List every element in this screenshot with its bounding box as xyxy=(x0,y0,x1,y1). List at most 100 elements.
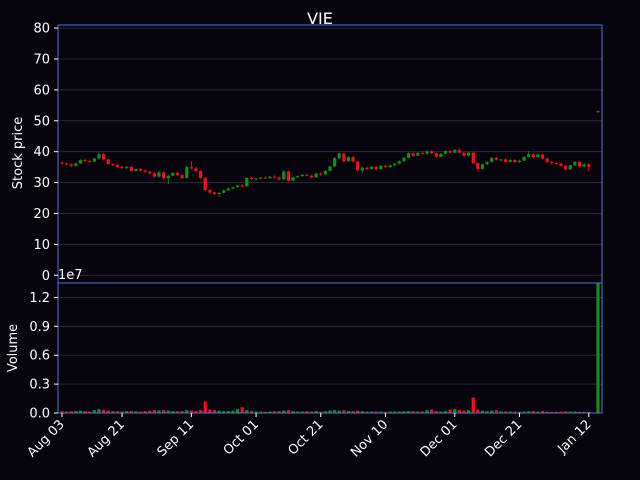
price-tick-label: 10 xyxy=(33,238,50,253)
candle-body xyxy=(65,163,69,165)
candle-body xyxy=(337,153,341,159)
candle-body xyxy=(263,177,267,179)
volume-bar xyxy=(559,411,563,413)
volume-bar xyxy=(217,410,221,413)
volume-bar xyxy=(503,411,508,413)
candle-body xyxy=(305,174,309,176)
candle-body xyxy=(60,162,64,164)
volume-bar xyxy=(305,411,309,413)
volume-bar xyxy=(517,411,522,413)
volume-bar xyxy=(162,410,166,413)
volume-bar xyxy=(499,411,503,413)
candle-body xyxy=(157,172,161,177)
candle-body xyxy=(471,152,475,164)
volume-bar xyxy=(356,410,360,413)
candle-body xyxy=(319,173,323,175)
price-tick-label: 20 xyxy=(33,207,50,222)
volume-bar xyxy=(536,411,540,413)
candle-body xyxy=(342,153,346,162)
candle-body xyxy=(101,154,106,160)
candle-body xyxy=(397,161,401,164)
chart-title: VIE xyxy=(307,9,333,28)
volume-bar xyxy=(314,411,318,413)
volume-bar xyxy=(185,410,189,413)
volume-bar xyxy=(101,409,106,413)
volume-bar xyxy=(494,410,498,413)
volume-bar xyxy=(157,410,161,413)
candle-body xyxy=(536,154,540,158)
candle-body xyxy=(282,171,286,180)
volume-bar xyxy=(78,410,83,413)
volume-bar xyxy=(60,411,64,413)
candle-body xyxy=(143,170,147,172)
candle-body xyxy=(527,154,531,157)
volume-bar xyxy=(425,410,429,413)
volume-bar xyxy=(346,411,351,413)
volume-bar xyxy=(411,411,415,413)
volume-bar xyxy=(226,411,230,413)
volume-bar xyxy=(573,411,577,413)
volume-bar xyxy=(416,411,420,413)
candle-body xyxy=(222,190,226,193)
candle-body xyxy=(416,152,420,156)
volume-bar xyxy=(125,411,129,413)
candle-body xyxy=(92,158,96,162)
volume-bar xyxy=(587,411,591,413)
candle-body xyxy=(573,161,577,166)
candle-body xyxy=(406,153,411,158)
candle-body xyxy=(171,173,175,176)
candle-body xyxy=(462,152,466,156)
volume-bar xyxy=(527,411,531,413)
volume-bar xyxy=(245,410,249,413)
volume-bar xyxy=(249,411,254,413)
volume-bar xyxy=(199,410,203,413)
candle-body xyxy=(333,158,337,167)
candle-body xyxy=(485,161,489,165)
volume-bar xyxy=(471,397,475,413)
volume-bar xyxy=(434,411,438,413)
volume-bar xyxy=(97,409,101,413)
candle-body xyxy=(111,164,115,166)
volume-bar xyxy=(480,410,485,413)
volume-tick-label: 0.6 xyxy=(29,349,50,364)
volume-bar xyxy=(457,410,461,413)
candle-body xyxy=(231,187,235,189)
volume-bar xyxy=(397,411,401,413)
candle-body xyxy=(568,165,572,170)
volume-bar xyxy=(522,411,526,413)
candle-body xyxy=(245,177,249,187)
volume-bar xyxy=(88,411,92,413)
candle-body xyxy=(203,177,207,190)
volume-bar xyxy=(134,411,138,413)
candle-body xyxy=(272,176,277,178)
x-tick-label: Jan 12 xyxy=(554,417,594,457)
price-tick-label: 40 xyxy=(33,145,50,160)
volume-bar xyxy=(203,401,207,413)
volume-axis-label: Volume xyxy=(6,324,21,372)
volume-bar xyxy=(508,411,512,413)
candle-body xyxy=(180,175,184,178)
volume-tick-label: 0.3 xyxy=(29,378,50,393)
volume-bar xyxy=(323,411,327,413)
volume-bar xyxy=(138,411,143,413)
candle-body xyxy=(494,157,498,160)
candle-body xyxy=(443,151,448,154)
volume-panel-frame xyxy=(57,282,603,414)
candle-body xyxy=(83,160,87,162)
volume-bar xyxy=(83,411,87,413)
candle-body xyxy=(425,151,429,154)
volume-bar xyxy=(282,410,286,413)
candle-body xyxy=(88,160,92,162)
volume-bar xyxy=(420,411,425,413)
price-tick-label: 0 xyxy=(42,269,50,284)
x-tick-label: Aug 03 xyxy=(25,417,68,460)
volume-bar xyxy=(180,411,184,413)
volume-bar xyxy=(577,411,582,413)
volume-bar xyxy=(351,411,355,413)
candle-body xyxy=(235,185,240,188)
candle-body xyxy=(545,158,549,162)
volume-bar xyxy=(531,411,535,413)
candle-body xyxy=(129,166,133,171)
candle-body xyxy=(240,185,244,187)
